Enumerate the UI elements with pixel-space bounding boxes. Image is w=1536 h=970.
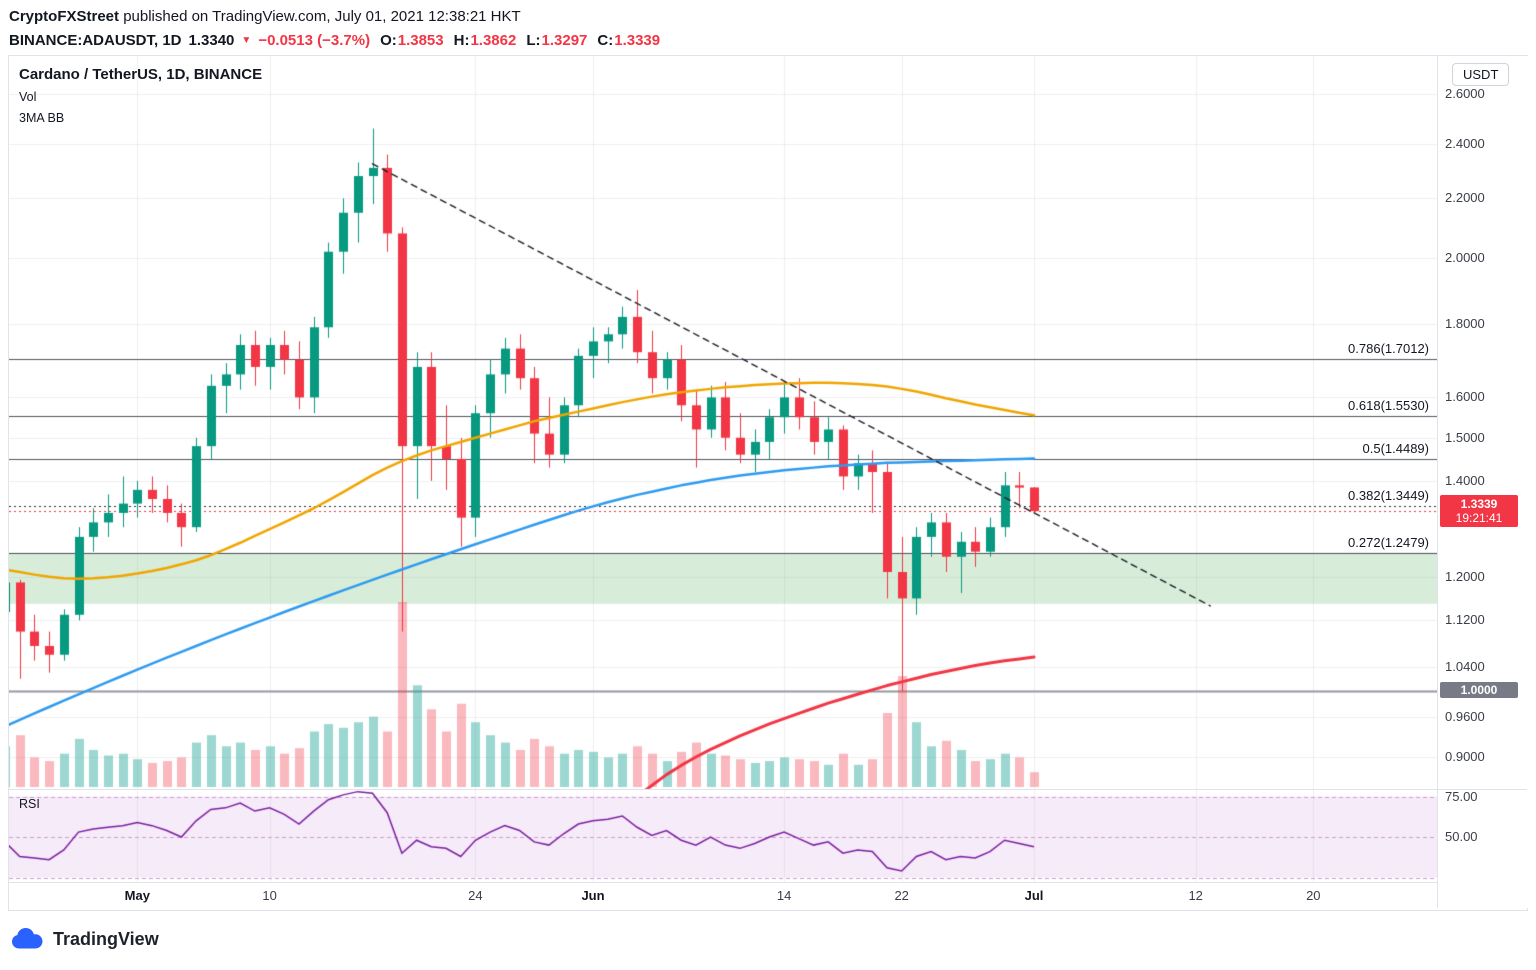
price-change: −0.0513 (−3.7%)	[258, 32, 371, 49]
publish-info: published on TradingView.com, July 01, 2…	[119, 8, 521, 25]
price-axis-label: 1.5000	[1445, 429, 1485, 445]
rsi-axis-label: 75.00	[1445, 788, 1478, 804]
price-axis-label: 1.4000	[1445, 472, 1485, 488]
last-price: 1.3340	[188, 32, 235, 49]
time-axis-label: 20	[1306, 888, 1321, 903]
fib-level-label: 0.786(1.7012)	[1348, 341, 1429, 357]
fib-level-label: 0.272(1.2479)	[1348, 534, 1429, 550]
chart-area[interactable]: Cardano / TetherUS, 1D, BINANCE Vol 3MA …	[8, 55, 1528, 911]
time-axis-label: 14	[776, 888, 792, 903]
price-axis-label: 2.6000	[1445, 85, 1485, 101]
time-axis-label: 10	[262, 888, 277, 903]
tradingview-logo-icon[interactable]	[11, 927, 45, 951]
price-axis-label: 2.4000	[1445, 136, 1485, 151]
symbol-line: BINANCE:ADAUSDT, 1D 1.3340 ▼ −0.0513 (−3…	[9, 32, 1536, 50]
chart-legend: Cardano / TetherUS, 1D, BINANCE Vol 3MA …	[19, 66, 262, 125]
time-axis-label: May	[124, 888, 150, 903]
high-value: H: 1.3862	[453, 32, 517, 49]
time-axis-label: 24	[468, 888, 483, 903]
level-price-badge: 1.0000	[1440, 682, 1518, 699]
footer: TradingView	[11, 927, 1536, 951]
brand-name[interactable]: TradingView	[53, 928, 159, 949]
rsi-axis-label: 50.00	[1445, 829, 1478, 844]
low-value: L: 1.3297	[526, 32, 588, 49]
price-chart-canvas[interactable]	[9, 56, 1437, 882]
price-axis-label: 1.2000	[1445, 569, 1485, 585]
time-axis-label: 22	[894, 888, 909, 903]
time-axis[interactable]: May 10 24 Jun 14 22 Jul 12 20	[9, 882, 1437, 909]
time-axis-label: Jun	[581, 888, 605, 903]
legend-ma-indicator[interactable]: 3MA BB	[19, 111, 65, 125]
price-axis-label: 1.8000	[1445, 315, 1485, 331]
legend-symbol-title[interactable]: Cardano / TetherUS, 1D, BINANCE	[19, 66, 263, 83]
publish-line: CryptoFXStreet published on TradingView.…	[9, 8, 1536, 26]
price-axis-label: 1.6000	[1445, 389, 1485, 405]
rsi-label[interactable]: RSI	[19, 797, 40, 811]
fib-level-label: 0.618(1.5530)	[1348, 398, 1429, 414]
symbol-label: BINANCE:ADAUSDT, 1D	[9, 32, 182, 49]
legend-volume-indicator[interactable]: Vol	[19, 90, 37, 104]
close-value: C: 1.3339	[597, 32, 661, 49]
price-axis-label: 1.0400	[1445, 658, 1485, 674]
open-value: O: 1.3853	[380, 32, 444, 49]
time-axis-label: 12	[1188, 888, 1203, 903]
price-axis-label: 2.0000	[1445, 249, 1485, 265]
author-name: CryptoFXStreet	[9, 8, 120, 25]
fib-level-label: 0.382(1.3449)	[1348, 487, 1429, 503]
price-axis-label: 2.2000	[1445, 190, 1485, 206]
price-axis-label: 0.9000	[1445, 749, 1485, 765]
page-header: CryptoFXStreet published on TradingView.…	[0, 0, 1536, 50]
price-axis-label: 1.1200	[1445, 612, 1485, 628]
price-axis[interactable]: USDT 2.6000 2.4000 2.2000 2.0000 1.8000 1.600…	[1437, 56, 1528, 908]
last-price-badge: 1.3339 19:21:41	[1440, 495, 1518, 528]
price-axis-label: 0.9600	[1445, 708, 1485, 724]
down-triangle-icon: ▼	[241, 35, 252, 46]
fib-level-label: 0.5(1.4489)	[1362, 441, 1430, 457]
pane-divider	[9, 789, 1527, 790]
time-axis-label: Jul	[1024, 888, 1044, 903]
currency-toggle-button[interactable]: USDT	[1452, 63, 1510, 86]
